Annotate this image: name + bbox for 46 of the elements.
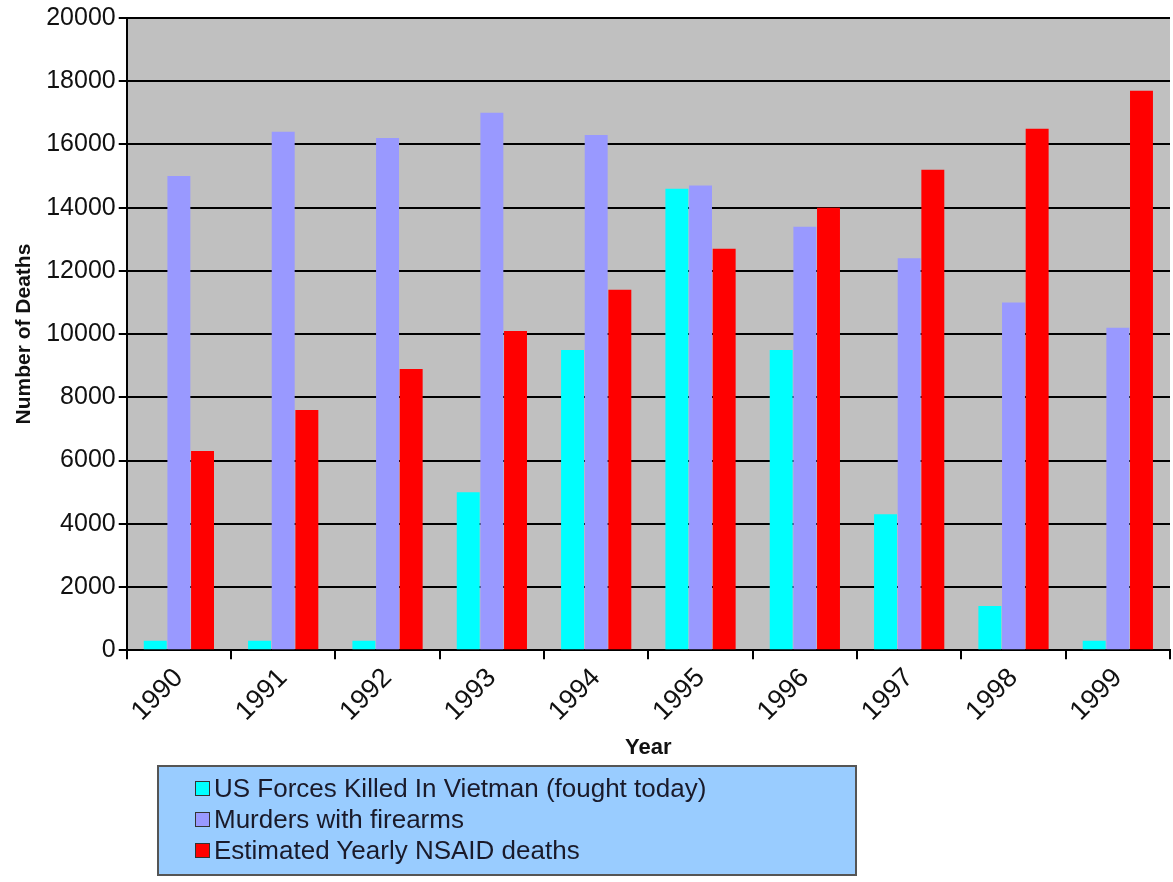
bar (1025, 128, 1049, 650)
bar (665, 188, 689, 650)
bar (817, 207, 840, 650)
bar (1130, 90, 1153, 650)
y-tick-label: 12000 (46, 254, 116, 283)
bar (561, 349, 585, 650)
y-tick-label: 16000 (46, 128, 116, 157)
bar (874, 514, 897, 650)
y-tick-label: 18000 (46, 65, 116, 94)
y-tick-label: 8000 (60, 381, 116, 410)
bar (689, 185, 712, 650)
y-tick-label: 2000 (60, 570, 116, 599)
bar (584, 134, 608, 650)
bar (608, 289, 632, 650)
bar (376, 138, 400, 650)
bar (897, 258, 921, 650)
bar (248, 640, 272, 650)
legend-label: US Forces Killed In Vietman (fought today) (214, 773, 707, 804)
bar (921, 169, 945, 650)
bar (793, 226, 817, 650)
y-tick-label: 20000 (46, 1, 116, 30)
bar (1082, 640, 1106, 650)
x-axis-title: Year (625, 733, 673, 759)
y-axis-title: Number of Deaths (11, 243, 35, 425)
bar (769, 349, 793, 650)
bar (143, 640, 167, 650)
bar (456, 492, 480, 650)
y-tick-label: 14000 (46, 191, 116, 220)
bar (295, 409, 319, 650)
y-tick-label: 4000 (60, 507, 116, 536)
bar (352, 640, 376, 650)
legend-label: Estimated Yearly NSAID deaths (214, 835, 580, 866)
bar (1106, 327, 1130, 650)
legend-label: Murders with firearms (214, 804, 464, 835)
bar (191, 451, 214, 650)
bar (399, 368, 423, 650)
bar (1002, 302, 1025, 650)
bar (271, 131, 295, 650)
bar (504, 330, 527, 650)
bar (167, 176, 191, 650)
y-tick-label: 10000 (46, 318, 116, 346)
y-tick-label: 0 (101, 634, 116, 663)
bar (978, 605, 1002, 650)
bar (480, 112, 504, 650)
bar (712, 248, 736, 650)
y-tick-label: 6000 (60, 444, 116, 473)
